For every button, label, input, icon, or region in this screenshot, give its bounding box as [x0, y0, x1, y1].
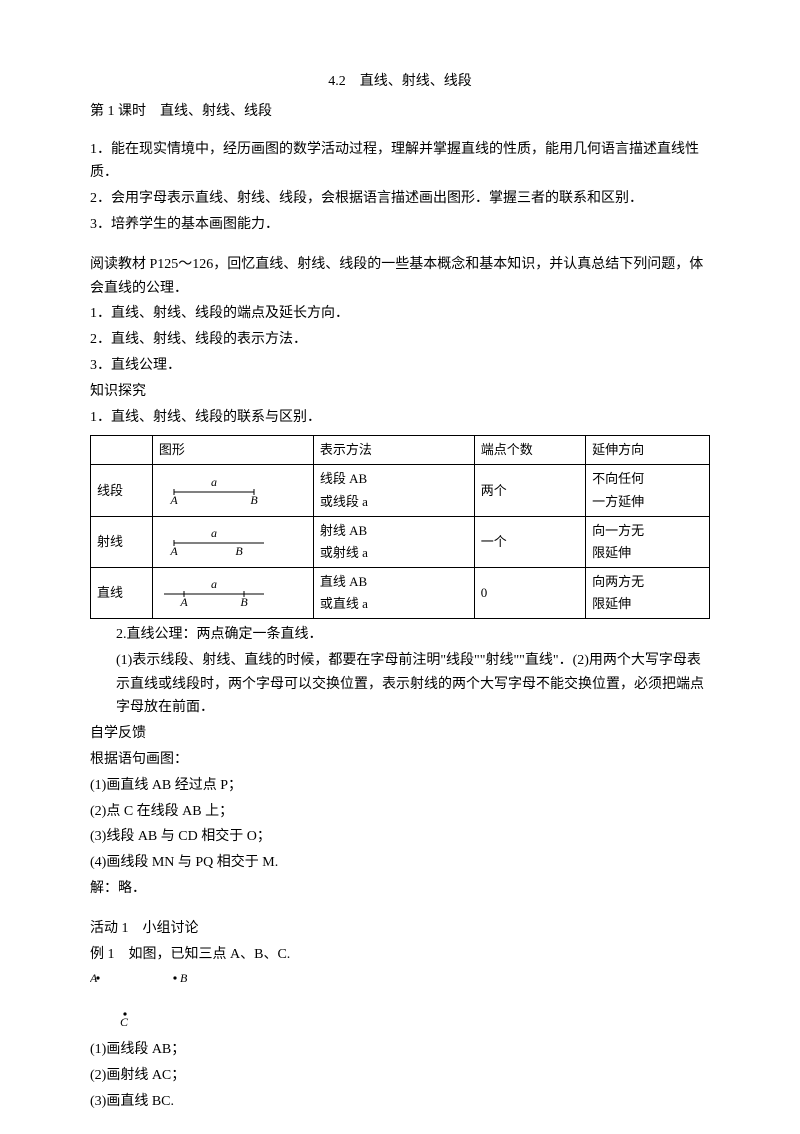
objective-1: 1．能在现实情境中，经历画图的数学活动过程，理解并掌握直线的性质，能用几何语言描… [90, 138, 710, 186]
row-repr: 射线 AB 或射线 a [313, 516, 474, 567]
table-row: 直线 a A B 直线 AB 或直线 a 0 向两方无 限延伸 [91, 567, 710, 618]
svg-text:B: B [235, 544, 243, 557]
feedback-solution: 解：略． [90, 877, 710, 901]
comparison-table: 图形 表示方法 端点个数 延伸方向 线段 a A B 线段 AB 或线段 a 两… [90, 435, 710, 619]
abc-points-diagram: A B C [90, 970, 710, 1032]
activity-item-2: (2)画射线 AC； [90, 1064, 710, 1088]
repr-line2: 或射线 a [320, 542, 468, 564]
feedback-item-4: (4)画线段 MN 与 PQ 相交于 M. [90, 851, 710, 875]
ext-line2: 限延伸 [592, 542, 703, 564]
repr-line2: 或线段 a [320, 491, 468, 513]
reading-item-4: 知识探究 [90, 380, 710, 404]
row-name: 线段 [91, 465, 153, 516]
svg-text:a: a [211, 476, 217, 489]
row-repr: 直线 AB 或直线 a [313, 567, 474, 618]
row-name: 直线 [91, 567, 153, 618]
svg-text:B: B [250, 493, 258, 506]
reading-intro: 阅读教材 P125～126，回忆直线、射线、线段的一些基本概念和基本知识，并认真… [90, 253, 710, 301]
ext-line1: 向一方无 [592, 520, 703, 542]
ray-icon: a A B [159, 527, 269, 557]
feedback-item-3: (3)线段 AB 与 CD 相交于 O； [90, 825, 710, 849]
row-diagram-line: a A B [152, 567, 313, 618]
svg-text:A: A [169, 493, 178, 506]
th-blank [91, 436, 153, 465]
repr-line1: 线段 AB [320, 468, 468, 490]
row-extend: 不向任何 一方延伸 [586, 465, 710, 516]
reading-item-1: 1．直线、射线、线段的端点及延长方向． [90, 302, 710, 326]
line-icon: a A B [159, 578, 269, 608]
svg-text:a: a [211, 527, 217, 540]
ext-line2: 一方延伸 [592, 491, 703, 513]
th-figure: 图形 [152, 436, 313, 465]
svg-text:B: B [240, 595, 248, 608]
feedback-item-2: (2)点 C 在线段 AB 上； [90, 800, 710, 824]
activity-example: 例 1 如图，已知三点 A、B、C. [90, 943, 710, 967]
svg-text:C: C [120, 1015, 129, 1028]
row-extend: 向一方无 限延伸 [586, 516, 710, 567]
repr-line2: 或直线 a [320, 593, 468, 615]
feedback-prompt: 根据语句画图： [90, 748, 710, 772]
svg-text:A: A [169, 544, 178, 557]
lesson-subtitle: 第 1 课时 直线、射线、线段 [90, 100, 710, 124]
ext-line2: 限延伸 [592, 593, 703, 615]
svg-text:A: A [179, 595, 188, 608]
reading-item-2: 2．直线、射线、线段的表示方法． [90, 328, 710, 352]
table-row: 射线 a A B 射线 AB 或射线 a 一个 向一方无 限延伸 [91, 516, 710, 567]
feedback-title: 自学反馈 [90, 722, 710, 746]
activity-item-1: (1)画线段 AB； [90, 1038, 710, 1062]
points-icon: A B C [90, 970, 230, 1028]
row-endpoints: 0 [474, 567, 585, 618]
activity-item-3: (3)画直线 BC. [90, 1090, 710, 1114]
row-endpoints: 一个 [474, 516, 585, 567]
repr-line1: 射线 AB [320, 520, 468, 542]
section-title: 4.2 直线、射线、线段 [90, 70, 710, 94]
ext-line1: 向两方无 [592, 571, 703, 593]
axiom: 2.直线公理：两点确定一条直线． [90, 623, 710, 647]
row-diagram-ray: a A B [152, 516, 313, 567]
svg-text:A: A [90, 971, 98, 985]
repr-line1: 直线 AB [320, 571, 468, 593]
row-repr: 线段 AB 或线段 a [313, 465, 474, 516]
reading-item-3: 3．直线公理． [90, 354, 710, 378]
svg-text:a: a [211, 578, 217, 591]
table-header-row: 图形 表示方法 端点个数 延伸方向 [91, 436, 710, 465]
segment-icon: a A B [159, 476, 269, 506]
table-row: 线段 a A B 线段 AB 或线段 a 两个 不向任何 一方延伸 [91, 465, 710, 516]
th-repr: 表示方法 [313, 436, 474, 465]
row-name: 射线 [91, 516, 153, 567]
activity-title: 活动 1 小组讨论 [90, 917, 710, 941]
ext-line1: 不向任何 [592, 468, 703, 490]
row-endpoints: 两个 [474, 465, 585, 516]
th-endpoints: 端点个数 [474, 436, 585, 465]
objective-2: 2．会用字母表示直线、射线、线段，会根据语言描述画出图形．掌握三者的联系和区别． [90, 187, 710, 211]
feedback-item-1: (1)画直线 AB 经过点 P； [90, 774, 710, 798]
svg-text:B: B [180, 971, 188, 985]
row-diagram-segment: a A B [152, 465, 313, 516]
reading-item-5: 1．直线、射线、线段的联系与区别． [90, 406, 710, 430]
notes: (1)表示线段、射线、直线的时候，都要在字母前注明"线段""射线""直线"．(2… [90, 649, 710, 720]
row-extend: 向两方无 限延伸 [586, 567, 710, 618]
objective-3: 3．培养学生的基本画图能力． [90, 213, 710, 237]
th-extend: 延伸方向 [586, 436, 710, 465]
